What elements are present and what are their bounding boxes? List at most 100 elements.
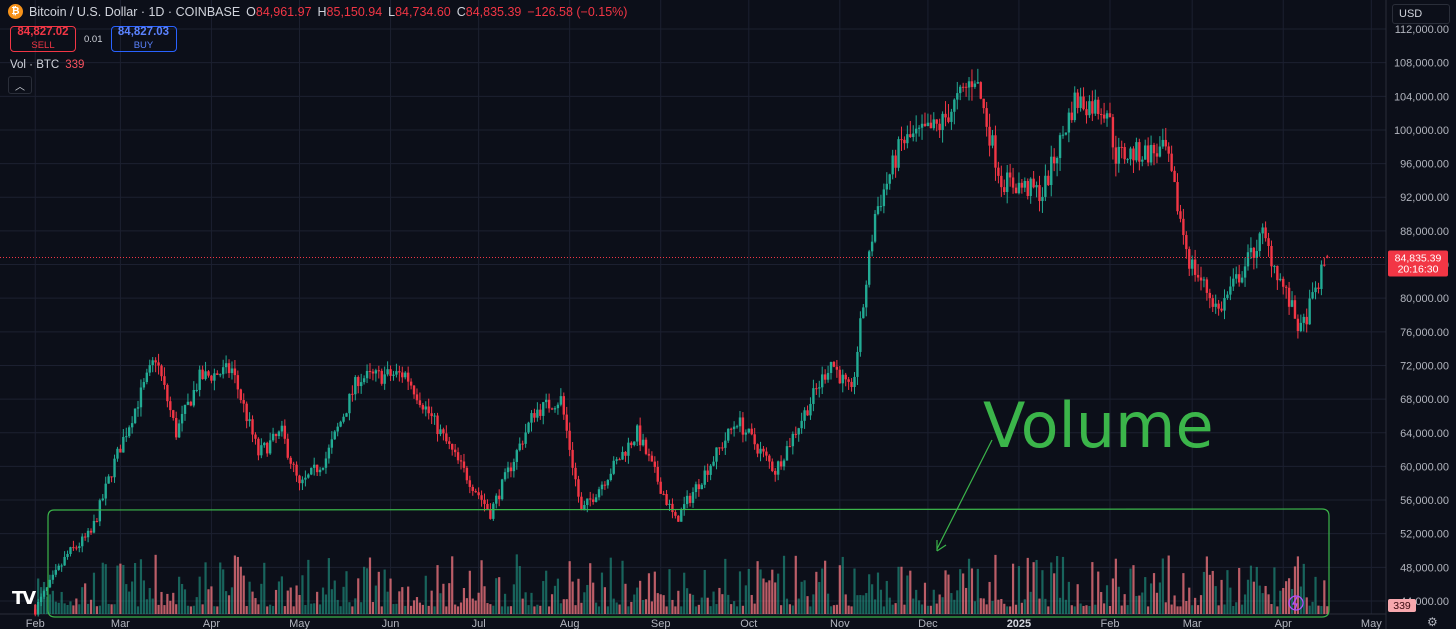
volume-bar bbox=[136, 606, 140, 614]
volume-bar bbox=[456, 606, 460, 614]
candle-body bbox=[471, 486, 474, 491]
volume-bar bbox=[1229, 587, 1232, 614]
y-tick-label: 72,000.00 bbox=[1400, 360, 1449, 372]
volume-bar bbox=[686, 588, 689, 614]
candle-body bbox=[729, 428, 733, 430]
symbol-title[interactable]: Bitcoin / U.S. Dollar · 1D · COINBASE bbox=[29, 4, 241, 19]
volume-bar bbox=[662, 595, 665, 614]
candle-body bbox=[242, 400, 245, 404]
volume-bar bbox=[84, 583, 87, 614]
volume-bar bbox=[1079, 603, 1082, 614]
candle-body bbox=[961, 86, 965, 88]
volume-bar bbox=[1061, 556, 1065, 614]
candle-body bbox=[492, 503, 495, 519]
volume-bar bbox=[1238, 567, 1241, 614]
candle-body bbox=[920, 123, 924, 128]
volume-bar bbox=[489, 604, 492, 614]
y-tick-label: 56,000.00 bbox=[1400, 495, 1449, 507]
volume-bar bbox=[868, 574, 871, 614]
volume-bar bbox=[1308, 605, 1311, 614]
volume-bar bbox=[380, 606, 383, 614]
candle-body bbox=[1220, 308, 1223, 311]
sell-button[interactable]: 84,827.02 SELL bbox=[10, 26, 76, 52]
volume-bar bbox=[779, 605, 783, 614]
volume-bar bbox=[518, 566, 521, 614]
volume-bar bbox=[324, 594, 328, 614]
volume-bar bbox=[803, 580, 806, 614]
volume-bar bbox=[1226, 570, 1229, 614]
currency-selector[interactable]: USD bbox=[1392, 4, 1450, 24]
candle-body bbox=[389, 369, 392, 376]
volume-bar bbox=[765, 582, 768, 614]
volume-bar bbox=[501, 606, 504, 614]
volume-bar bbox=[853, 568, 856, 614]
volume-bar bbox=[125, 584, 128, 614]
volume-bar bbox=[301, 575, 304, 614]
volume-bar bbox=[480, 560, 483, 614]
candle-body bbox=[844, 374, 847, 380]
trade-panel: 84,827.02 SELL 0.01 84,827.03 BUY bbox=[10, 26, 177, 52]
candle-body bbox=[1217, 303, 1220, 309]
candle-body bbox=[1223, 297, 1226, 311]
volume-bar bbox=[113, 604, 116, 614]
volume-bar bbox=[979, 598, 982, 614]
volume-legend[interactable]: Vol · BTC 339 bbox=[10, 59, 84, 71]
candle-body bbox=[169, 401, 172, 411]
volume-bar bbox=[195, 597, 198, 614]
volume-bar bbox=[198, 576, 201, 614]
candle-body bbox=[362, 378, 366, 383]
candle-body bbox=[1267, 238, 1270, 246]
volume-bar bbox=[1094, 604, 1097, 614]
volume-bar bbox=[950, 593, 953, 614]
candle-body bbox=[166, 384, 169, 402]
volume-bar bbox=[75, 598, 78, 614]
candle-body bbox=[1047, 175, 1050, 186]
tradingview-logo-icon[interactable]: TV bbox=[12, 588, 36, 609]
volume-bar bbox=[1058, 597, 1062, 614]
candle-body bbox=[224, 363, 228, 368]
candle-body bbox=[870, 241, 874, 252]
y-tick-label: 52,000.00 bbox=[1400, 529, 1449, 541]
candle-body bbox=[600, 484, 604, 490]
volume-bar bbox=[603, 587, 607, 614]
candle-body bbox=[982, 98, 985, 109]
volume-bar bbox=[953, 599, 956, 614]
candle-body bbox=[547, 399, 551, 409]
candle-body bbox=[741, 417, 745, 435]
volume-bar bbox=[1217, 605, 1220, 614]
volume-bar bbox=[691, 594, 695, 614]
volume-bar bbox=[753, 603, 756, 614]
volume-bar bbox=[227, 595, 231, 614]
candle-body bbox=[295, 464, 298, 476]
volume-bar bbox=[959, 569, 962, 614]
volume-bar bbox=[694, 606, 698, 614]
volume-bar bbox=[574, 605, 577, 614]
candle-body bbox=[1252, 247, 1256, 258]
volume-bar bbox=[589, 563, 592, 614]
buy-label: BUY bbox=[133, 40, 154, 51]
volume-bar bbox=[54, 601, 57, 614]
x-tick-label: May bbox=[289, 618, 310, 629]
gear-icon[interactable]: ⚙ bbox=[1427, 615, 1438, 629]
candle-body bbox=[63, 556, 66, 566]
candle-body bbox=[835, 366, 839, 370]
candle-body bbox=[768, 455, 771, 462]
volume-bar bbox=[257, 604, 260, 614]
volume-bar bbox=[641, 599, 645, 614]
collapse-legend-button[interactable]: ︿ bbox=[8, 76, 32, 94]
volume-bar bbox=[503, 593, 507, 614]
volume-bar bbox=[1032, 562, 1035, 614]
candle-body bbox=[348, 393, 351, 414]
volume-bar bbox=[418, 602, 422, 614]
volume-bar bbox=[797, 598, 800, 614]
volume-bar bbox=[935, 603, 938, 614]
buy-button[interactable]: 84,827.03 BUY bbox=[110, 26, 177, 52]
volume-bar bbox=[119, 563, 122, 614]
candle-body bbox=[1290, 300, 1294, 307]
volume-bar bbox=[621, 560, 624, 614]
volume-bar bbox=[527, 605, 530, 614]
volume-bar bbox=[283, 606, 286, 614]
volume-bar bbox=[1264, 585, 1267, 614]
